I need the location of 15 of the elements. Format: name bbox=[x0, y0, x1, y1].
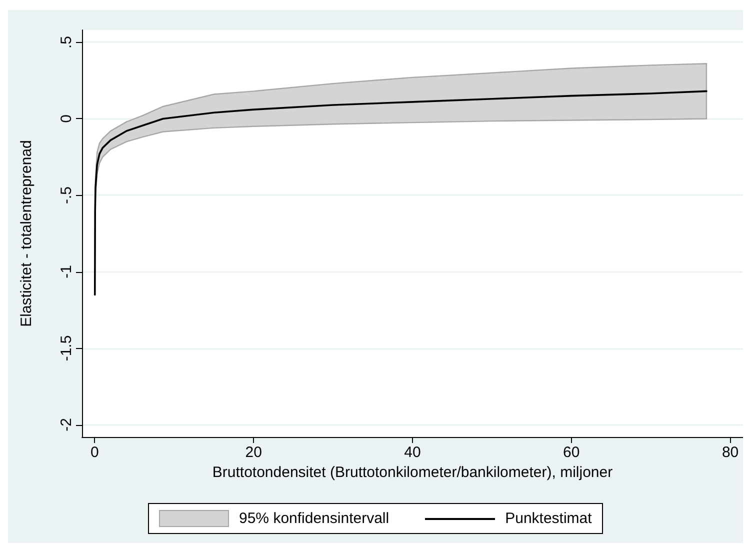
y-tick-label: -.5 bbox=[58, 186, 75, 204]
y-tick-label: -2 bbox=[58, 418, 75, 432]
x-tick-label: 60 bbox=[563, 444, 580, 461]
x-tick-label: 40 bbox=[404, 444, 421, 461]
y-tick-label: -1.5 bbox=[58, 335, 75, 362]
y-tick-label: .5 bbox=[58, 36, 75, 48]
x-tick-label: 20 bbox=[245, 444, 262, 461]
text: 95% konfidensintervall bbox=[239, 510, 390, 527]
legend-label: Punktestimat bbox=[505, 510, 592, 527]
y-tick-label: -1 bbox=[58, 265, 75, 278]
x-tick-label: 80 bbox=[722, 444, 739, 461]
x-axis-title: Bruttotondensitet (Bruttotonkilometer/bankilometer), miljoner bbox=[212, 464, 613, 481]
x-tick-label: 0 bbox=[90, 444, 99, 461]
y-tick-label: 0 bbox=[58, 114, 75, 123]
y-axis-title: Elasticitet - totalentreprenad bbox=[18, 140, 35, 327]
